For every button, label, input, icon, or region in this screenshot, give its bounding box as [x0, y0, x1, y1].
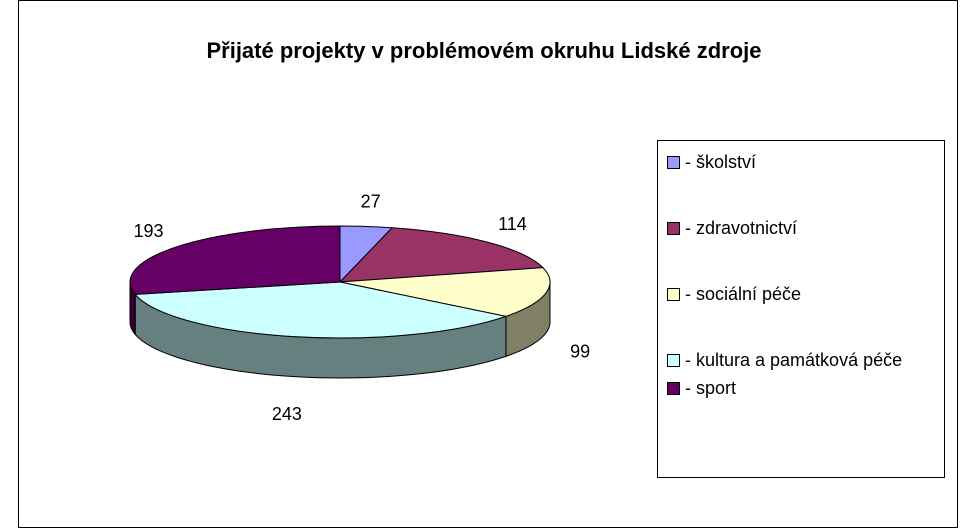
legend-entry: - sociální péče — [658, 283, 935, 305]
data-label: 243 — [272, 404, 302, 424]
legend-swatch — [667, 156, 680, 169]
data-label: 114 — [498, 214, 527, 234]
legend-swatch — [667, 222, 680, 235]
pie-slice — [339, 267, 551, 317]
legend-label: - školství — [685, 152, 757, 172]
legend-entry: - zdravotnictví — [658, 217, 935, 239]
data-label: 193 — [134, 221, 164, 241]
legend: - školství - zdravotnictví - sociální péče… — [657, 140, 945, 478]
legend-label: - sociální péče — [685, 284, 802, 304]
data-label: 27 — [361, 191, 381, 211]
legend-label: - sport — [685, 378, 737, 398]
legend-entry: - školství — [658, 151, 935, 173]
pie-slice — [338, 227, 545, 283]
legend-swatch — [667, 354, 680, 367]
legend-label: - zdravotnictví — [685, 218, 798, 238]
pie-slice — [134, 281, 508, 339]
data-label: 99 — [570, 342, 590, 362]
legend-entry: - kultura a památková péče — [658, 349, 935, 371]
pie-slice — [129, 225, 341, 295]
chart-title: Přijaté projekty v problémovém okruhu Li… — [206, 38, 761, 63]
legend-entry: - sport — [658, 377, 935, 399]
legend-label: - kultura a památková péče — [685, 350, 903, 370]
legend-swatch — [667, 382, 680, 395]
legend-swatch — [667, 288, 680, 301]
